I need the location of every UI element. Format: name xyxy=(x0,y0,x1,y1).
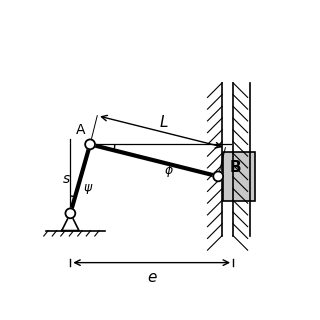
Text: $\phi$: $\phi$ xyxy=(164,162,174,179)
Text: s: s xyxy=(63,172,70,186)
Text: A: A xyxy=(76,123,85,137)
Text: e: e xyxy=(147,270,156,285)
Bar xyxy=(223,152,255,201)
Text: B: B xyxy=(230,160,241,175)
Circle shape xyxy=(66,208,75,218)
Text: L: L xyxy=(159,115,168,130)
Circle shape xyxy=(213,172,223,181)
Circle shape xyxy=(85,140,95,149)
Text: $\psi$: $\psi$ xyxy=(83,182,93,196)
